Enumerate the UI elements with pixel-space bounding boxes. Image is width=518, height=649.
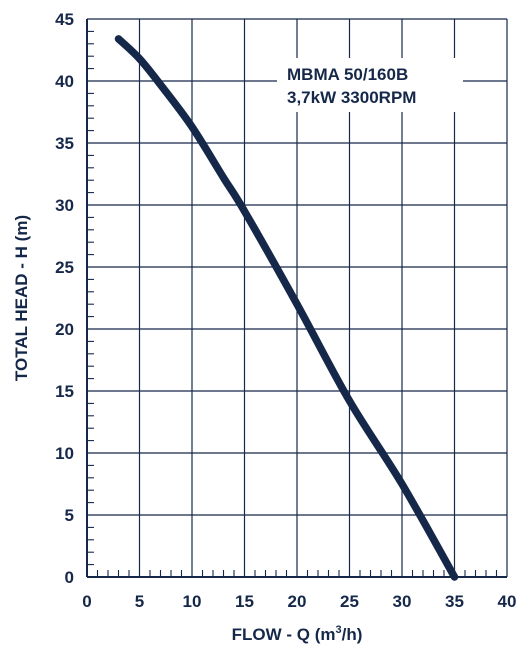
- minor-ticks: [87, 30, 498, 577]
- y-tick-label-30: 30: [55, 196, 74, 215]
- y-axis-title: TOTAL HEAD - H (m): [12, 215, 31, 381]
- x-tick-label-0: 0: [82, 592, 91, 611]
- series-layer: [114, 35, 459, 581]
- pump-curve-series-0: [114, 35, 459, 581]
- x-tick-label-40: 40: [498, 592, 517, 611]
- x-axis-title: FLOW - Q (m3/h): [232, 624, 363, 644]
- y-tick-label-20: 20: [55, 320, 74, 339]
- x-axis-title-suffix: /h): [342, 625, 363, 644]
- annotation-background: [277, 58, 463, 112]
- y-tick-label-15: 15: [55, 382, 74, 401]
- tick-labels: 0 5 10 15 20 25 30 35 40 0 5 10 15 20 25 30 35 40 45: [55, 10, 516, 611]
- x-tick-label-10: 10: [183, 592, 202, 611]
- y-tick-label-0: 0: [65, 568, 74, 587]
- x-tick-label-5: 5: [135, 592, 144, 611]
- axes: [86, 19, 507, 578]
- x-axis-title-superscript: 3: [335, 624, 341, 636]
- model-annotation: MBMA 50/160B 3,7kW 3300RPM: [277, 58, 463, 112]
- annotation-spec-line: 3,7kW 3300RPM: [287, 88, 416, 107]
- x-tick-label-30: 30: [393, 592, 412, 611]
- y-tick-label-10: 10: [55, 444, 74, 463]
- x-axis-title-prefix: FLOW - Q (m: [232, 625, 336, 644]
- x-tick-label-15: 15: [235, 592, 254, 611]
- y-tick-label-45: 45: [55, 10, 74, 29]
- annotation-model-line: MBMA 50/160B: [287, 65, 408, 84]
- x-tick-label-35: 35: [445, 592, 464, 611]
- y-tick-label-40: 40: [55, 72, 74, 91]
- y-tick-label-5: 5: [65, 506, 74, 525]
- y-tick-label-25: 25: [55, 258, 74, 277]
- y-tick-label-35: 35: [55, 134, 74, 153]
- x-tick-label-25: 25: [340, 592, 359, 611]
- x-tick-label-20: 20: [288, 592, 307, 611]
